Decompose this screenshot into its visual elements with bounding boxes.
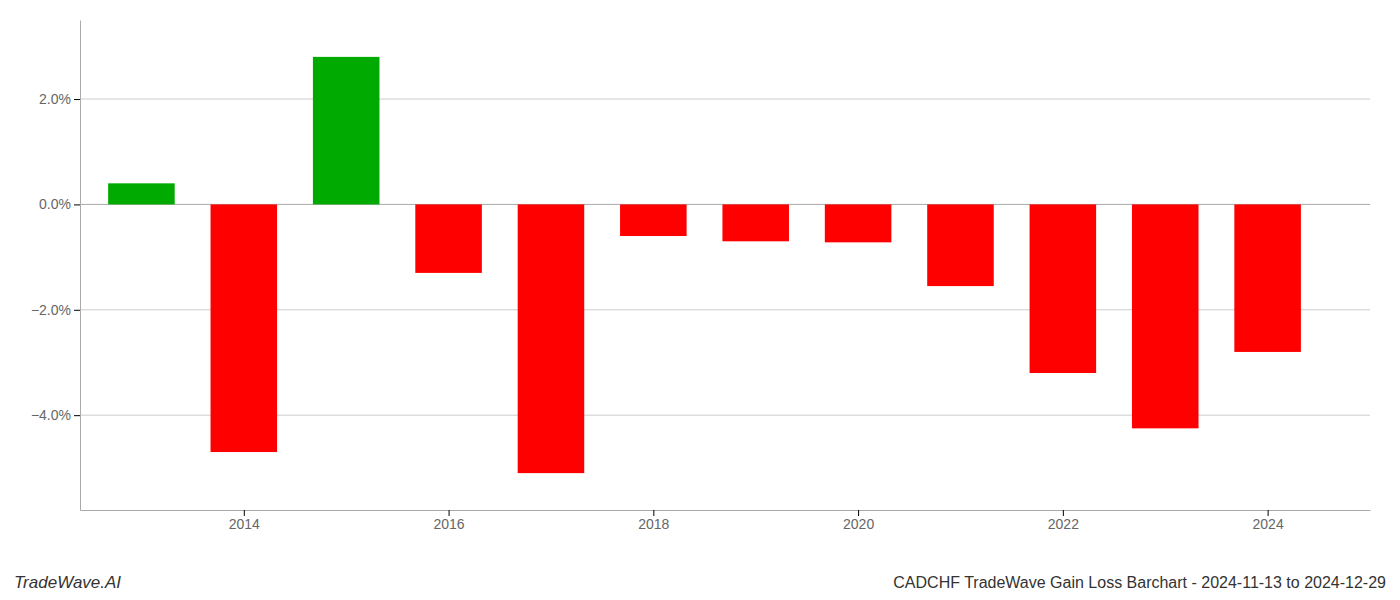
bar xyxy=(313,57,380,205)
grid-line xyxy=(80,99,1370,100)
tick: 0.0% xyxy=(39,196,80,212)
tick-label: 2024 xyxy=(1253,516,1284,532)
bar xyxy=(620,204,687,236)
bar xyxy=(108,183,175,204)
bar xyxy=(825,204,892,242)
tick: 2018 xyxy=(638,510,669,532)
axis-line xyxy=(80,21,81,511)
tick-mark xyxy=(74,204,80,205)
tick-label: 2.0% xyxy=(39,91,71,107)
background xyxy=(0,0,1400,600)
tick: 2024 xyxy=(1253,510,1284,532)
tick: 2016 xyxy=(433,510,464,532)
bar xyxy=(927,204,994,286)
tick-mark xyxy=(74,99,80,100)
tick: 2022 xyxy=(1048,510,1079,532)
tick-label: −4.0% xyxy=(31,407,71,423)
bars xyxy=(108,57,1301,473)
bar xyxy=(1234,204,1301,352)
y-axis: −4.0% −2.0% 0.0% 2.0% xyxy=(31,21,81,511)
bar xyxy=(518,204,585,473)
bar xyxy=(722,204,789,241)
axis-line xyxy=(81,510,1371,511)
annotation: TradeWave.AI xyxy=(14,573,121,592)
tick-label: 0.0% xyxy=(39,196,71,212)
tick: −4.0% xyxy=(31,407,80,423)
tick-mark xyxy=(74,310,80,311)
bar xyxy=(1132,204,1199,428)
tick-label: 2016 xyxy=(433,516,464,532)
chart: 2014 2016 2018 2020 2022 2024 −4.0% −2.0% 0.0% 2.… xyxy=(0,0,1400,600)
tick-label: 2014 xyxy=(229,516,260,532)
tick-label: 2020 xyxy=(843,516,874,532)
tick: 2.0% xyxy=(39,91,80,107)
title: CADCHF TradeWave Gain Loss Barchart - 20… xyxy=(893,574,1386,591)
tick-label: −2.0% xyxy=(31,302,71,318)
bar xyxy=(1030,204,1097,373)
tick: −2.0% xyxy=(31,302,80,318)
tick-mark xyxy=(74,415,80,416)
tick-label: 2022 xyxy=(1048,516,1079,532)
bar xyxy=(415,204,482,272)
bar xyxy=(211,204,278,452)
tick-label: 2018 xyxy=(638,516,669,532)
tick: 2014 xyxy=(229,510,260,532)
x-axis: 2014 2016 2018 2020 2022 2024 xyxy=(81,510,1371,532)
tick: 2020 xyxy=(843,510,874,532)
